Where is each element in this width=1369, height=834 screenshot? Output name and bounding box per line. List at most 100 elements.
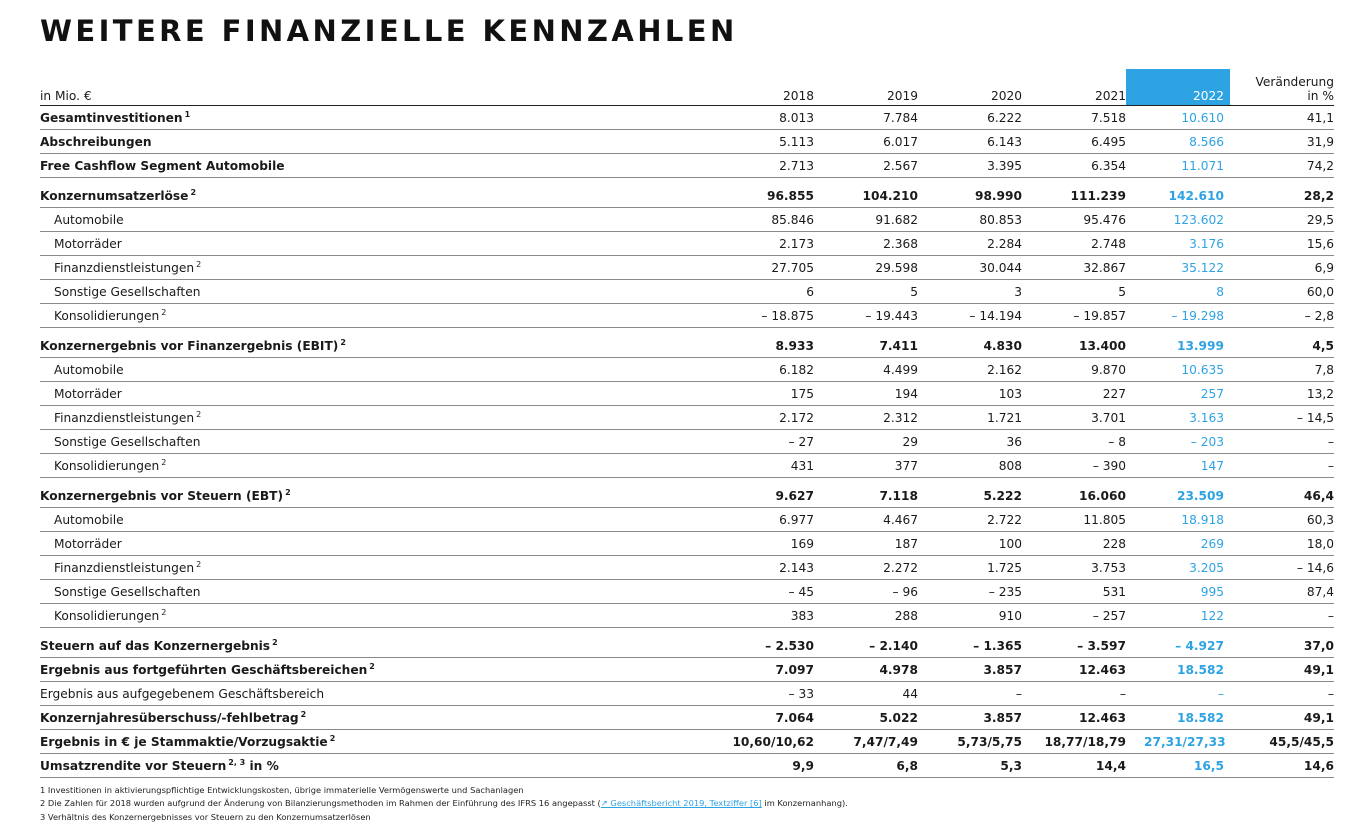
value-2021: 3.753 [1022,556,1126,580]
value-2018: 7.097 [710,658,814,682]
table-row: Finanzdienstleistungen 2 2.172 2.312 1.721 3.… [40,406,1334,430]
row-label: Sonstige Gesellschaften [40,430,710,454]
annual-report-link[interactable]: ↗ Geschäftsbericht 2019, Textziffer [6] [600,798,762,809]
row-label-text: Automobile [54,212,124,227]
row-label: Konzernumsatzerlöse 2 [40,184,710,208]
value-2022-highlighted: – [1126,682,1230,706]
value-2019: 187 [814,532,918,556]
year-header-2020: 2020 [918,69,1022,106]
footnote-ref: 2 [340,337,346,347]
value-change-percent: 60,0 [1230,280,1334,304]
year-header-2019: 2019 [814,69,918,106]
value-2021: 12.463 [1022,658,1126,682]
value-2021: 2.748 [1022,232,1126,256]
value-2019: 194 [814,382,918,406]
value-2018: 9,9 [710,754,814,778]
value-2022-highlighted: 10.610 [1126,106,1230,130]
table-row: Konsolidierungen 2– 18.875– 19.443– 14.19… [40,304,1334,328]
row-label: Motorräder [40,382,710,406]
unit-header: in Mio. € [40,69,710,106]
value-2020: – 235 [918,580,1022,604]
table-row: Umsatzrendite vor Steuern 2, 3 in % 9,9 6,8… [40,754,1334,778]
value-change-percent: – 2,8 [1230,304,1334,328]
value-2021: 7.518 [1022,106,1126,130]
row-label-text: Finanzdienstleistungen [54,560,195,575]
value-2020: 2.722 [918,508,1022,532]
value-2020: 3 [918,280,1022,304]
value-change-percent: 4,5 [1230,334,1334,358]
row-label: Finanzdienstleistungen 2 [40,406,710,430]
value-2019: 29 [814,430,918,454]
value-2020: 1.721 [918,406,1022,430]
table-row: Ergebnis in € je Stammaktie/Vorzugsaktie… [40,730,1334,754]
value-change-percent: – 14,6 [1230,556,1334,580]
table-row: Sonstige Gesellschaften 6 5 3 5 8 60,0 [40,280,1334,304]
row-label: Ergebnis aus aufgegebenem Geschäftsberei… [40,682,710,706]
table-row: Motorräder 175 194 103 227 257 13,2 [40,382,1334,406]
value-2022-highlighted: 23.509 [1126,484,1230,508]
value-2021: 16.060 [1022,484,1126,508]
row-label-text: Automobile [54,362,124,377]
value-change-percent: – 14,5 [1230,406,1334,430]
value-2020: – 14.194 [918,304,1022,328]
value-2021: 14,4 [1022,754,1126,778]
row-label: Konsolidierungen 2 [40,454,710,478]
value-2018: 2.143 [710,556,814,580]
value-2019: 2.272 [814,556,918,580]
row-label-text: Umsatzrendite vor Steuern [40,758,227,773]
value-2018: 6.977 [710,508,814,532]
value-2020: 80.853 [918,208,1022,232]
value-change-percent: 28,2 [1230,184,1334,208]
value-2021: – 8 [1022,430,1126,454]
value-2019: – 2.140 [814,634,918,658]
value-2022-highlighted: 995 [1126,580,1230,604]
value-change-percent: 18,0 [1230,532,1334,556]
value-2020: 98.990 [918,184,1022,208]
value-2018: 8.933 [710,334,814,358]
footnote-ref: 2 [196,409,202,419]
row-label-text: Konzernjahresüberschuss/-fehlbetrag [40,710,299,725]
value-2022-highlighted: 13.999 [1126,334,1230,358]
value-2022-highlighted: 18.582 [1126,658,1230,682]
value-2022-highlighted: 16,5 [1126,754,1230,778]
table-row: Konzernergebnis vor Finanzergebnis (EBIT… [40,334,1334,358]
footnote-ref: 2 [300,709,307,719]
row-label: Gesamtinvestitionen 1 [40,106,710,130]
row-label-text: Ergebnis aus aufgegebenem Geschäftsberei… [40,686,325,701]
value-2018: – 18.875 [710,304,814,328]
value-2019: 377 [814,454,918,478]
value-2019: 2.368 [814,232,918,256]
value-change-percent: – [1230,604,1334,628]
value-change-percent: 13,2 [1230,382,1334,406]
value-2018: – 45 [710,580,814,604]
value-2019: 6.017 [814,130,918,154]
value-2020: 6.222 [918,106,1022,130]
value-2020: 2.162 [918,358,1022,382]
table-row: Automobile 6.182 4.499 2.162 9.870 10.635 7,8 [40,358,1334,382]
value-change-percent: 49,1 [1230,658,1334,682]
value-2021: 228 [1022,532,1126,556]
value-2020: 4.830 [918,334,1022,358]
table-row: Konzernumsatzerlöse 2 96.855 104.210 98.990 1… [40,184,1334,208]
row-label: Ergebnis aus fortgeführten Geschäftsbere… [40,658,710,682]
value-2021: 13.400 [1022,334,1126,358]
value-2019: – 19.443 [814,304,918,328]
value-change-percent: 14,6 [1230,754,1334,778]
footnote-2: 2 Die Zahlen für 2018 wurden aufgrund de… [40,797,848,810]
row-label: Konzernjahresüberschuss/-fehlbetrag 2 [40,706,710,730]
value-2018: 175 [710,382,814,406]
value-2018: 2.172 [710,406,814,430]
value-2021: 11.805 [1022,508,1126,532]
value-2020: 1.725 [918,556,1022,580]
table-body: Gesamtinvestitionen 1 8.013 7.784 6.222 7.518… [40,106,1334,778]
value-2018: – 33 [710,682,814,706]
table-row: Konzernjahresüberschuss/-fehlbetrag 2 7.06… [40,706,1334,730]
footnote-3-mark: 3 [40,811,46,822]
value-2021: 5 [1022,280,1126,304]
value-2022-highlighted: 3.176 [1126,232,1230,256]
table-row: Automobile 85.846 91.682 80.853 95.476 123.60… [40,208,1334,232]
value-2018: 2.173 [710,232,814,256]
value-2018: 6.182 [710,358,814,382]
value-change-percent: 60,3 [1230,508,1334,532]
table-row: Sonstige Gesellschaften – 27 29 36– 8– 203– [40,430,1334,454]
